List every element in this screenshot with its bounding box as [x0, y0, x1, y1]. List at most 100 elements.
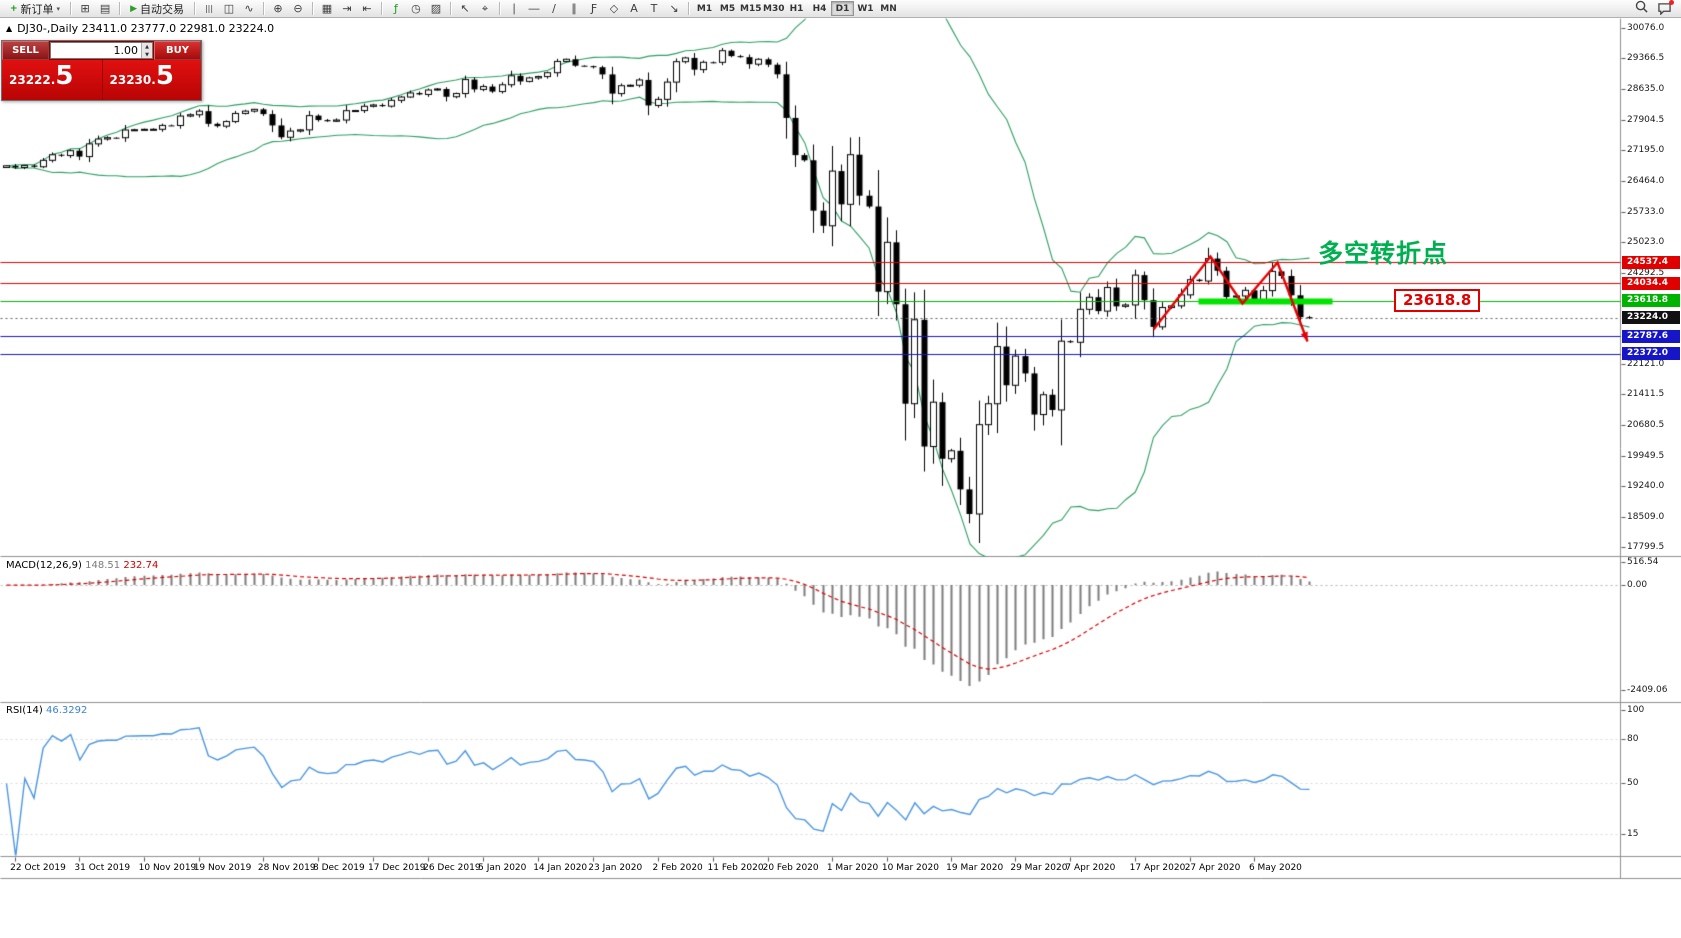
up-triangle-icon: ▲	[6, 24, 13, 33]
buy-button[interactable]: BUY	[154, 41, 201, 60]
zoom-in-icon[interactable]: ⊕	[273, 1, 283, 15]
periods-icon[interactable]: ◷	[411, 1, 421, 15]
date-label: 19 Nov 2019	[193, 863, 252, 873]
toolbar-separator	[449, 2, 451, 15]
templates-icon[interactable]: ▨	[430, 1, 442, 15]
arrows-icon[interactable]: ↘	[669, 1, 679, 15]
price-tag: 24034.4	[1622, 276, 1680, 290]
timeframe-h4[interactable]: H4	[808, 1, 831, 16]
line-chart-icon[interactable]: ∿	[244, 1, 254, 15]
price-tick-label: 25733.0	[1627, 206, 1665, 217]
vertical-line-icon[interactable]: ∣	[511, 1, 517, 15]
date-label: 10 Nov 2019	[138, 863, 197, 873]
date-label: 5 Jan 2020	[478, 863, 527, 873]
rsi-scale-tick: 50	[1627, 778, 1639, 788]
tile-windows-icon[interactable]: ▦	[321, 1, 333, 15]
label-icon[interactable]: T	[650, 1, 658, 15]
caret-down-icon: ▾	[56, 4, 61, 13]
charts-grid-icon[interactable]: ⊞	[80, 1, 90, 15]
toolbar-right-groups	[1633, 0, 1677, 18]
date-label: 26 Dec 2019	[423, 863, 481, 873]
date-label: 19 Mar 2020	[946, 863, 1004, 873]
chart-ohlc-info: ▲ DJ30-,Daily 23411.0 23777.0 22981.0 23…	[6, 22, 274, 35]
level-price-label: 23618.8	[1394, 289, 1481, 312]
profiles-icon[interactable]: ▤	[99, 1, 111, 15]
timeframe-m1[interactable]: M1	[693, 1, 716, 16]
price-tick-label: 25023.0	[1627, 236, 1665, 247]
price-tick-label: 19240.0	[1627, 481, 1665, 492]
indicators-icon[interactable]: ƒ	[394, 1, 398, 15]
sell-button[interactable]: SELL	[2, 41, 49, 60]
date-label: 23 Jan 2020	[588, 863, 643, 873]
volume-field[interactable]: ▲ ▼	[50, 42, 153, 59]
candlestick-icon[interactable]: ◫	[223, 1, 235, 15]
timeframe-mn[interactable]: MN	[877, 1, 900, 16]
date-label: 6 May 2020	[1248, 863, 1302, 873]
new-order-button-label: 新订单	[20, 2, 54, 16]
date-label: 11 Feb 2020	[707, 863, 764, 873]
trendline-icon[interactable]: ∕	[552, 1, 556, 15]
date-label: 29 Mar 2020	[1010, 863, 1068, 873]
rsi-scale-tick: 80	[1627, 734, 1639, 745]
price-tag: 22372.0	[1622, 347, 1680, 361]
cursor-icon[interactable]: ↖	[460, 1, 470, 15]
toolbar-left-groups: + 新订单 ▾ ⊞ ▤ ▶ 自动交易 ||| ◫ ∿ ⊕ ⊖ ▦ ⇥ ⇤ ƒ ◷ ▨ ↖ ⌖ ∣ ― ∕ ∥ Ƒ ◇ A T ↘ M1 M5…	[4, 0, 900, 17]
text-icon[interactable]: A	[630, 1, 638, 15]
chat-icon[interactable]	[1656, 0, 1674, 16]
notification-dot	[1669, 0, 1674, 5]
volume-up-button[interactable]: ▲	[145, 44, 149, 50]
crosshair-icon[interactable]: ⌖	[481, 1, 489, 15]
price-tick-label: 18509.0	[1627, 512, 1665, 522]
macd-scale-tick: -2409.06	[1627, 685, 1668, 695]
date-label: 20 Feb 2020	[762, 863, 819, 873]
macd-main-value: 148.51	[85, 560, 121, 571]
autotrade-button[interactable]: ▶ 自动交易	[124, 1, 190, 17]
price-tag: 23618.8	[1622, 294, 1680, 308]
macd-scale-tick: 516.54	[1627, 557, 1659, 567]
one-click-trading-panel: SELL ▲ ▼ BUY 23222. 5 23230. 5	[1, 40, 202, 101]
trade-panel-prices: 23222. 5 23230. 5	[2, 60, 201, 100]
shapes-icon[interactable]: ◇	[609, 1, 619, 15]
timeframe-d1[interactable]: D1	[830, 1, 854, 16]
auto-scroll-icon[interactable]: ⇥	[342, 1, 352, 15]
timeframe-w1[interactable]: W1	[854, 1, 877, 16]
toolbar-separator	[193, 2, 195, 15]
new-order-button[interactable]: + 新订单 ▾	[4, 1, 66, 17]
price-tag: 24537.4	[1622, 255, 1680, 269]
date-label: 27 Apr 2020	[1184, 863, 1241, 873]
volume-spinner: ▲ ▼	[141, 43, 152, 58]
sell-price[interactable]: 23222. 5	[2, 60, 102, 100]
macd-scale-tick: 0.00	[1627, 579, 1648, 590]
timeframe-m5[interactable]: M5	[716, 1, 739, 16]
autotrade-button-icon: ▶	[130, 3, 137, 14]
fibonacci-icon[interactable]: Ƒ	[590, 1, 598, 15]
price-tick-label: 22121.0	[1627, 359, 1665, 370]
volume-down-button[interactable]: ▼	[145, 52, 149, 58]
rsi-pane-label: RSI(14) 46.3292	[6, 705, 87, 716]
sell-price-big: 5	[55, 61, 74, 91]
toolbar-separator	[687, 2, 689, 15]
date-label: 22 Oct 2019	[10, 863, 66, 873]
timeframe-m30[interactable]: M30	[762, 1, 785, 16]
chart-shift-icon[interactable]: ⇤	[362, 1, 372, 15]
volume-input[interactable]	[51, 43, 141, 58]
macd-name: MACD(12,26,9)	[6, 560, 82, 571]
price-tick-label: 17799.5	[1627, 542, 1665, 552]
bar-chart-icon[interactable]: |||	[204, 3, 214, 13]
zoom-out-icon[interactable]: ⊖	[293, 1, 303, 15]
rsi-scale-tick: 15	[1627, 829, 1639, 840]
price-scale[interactable]: 30076.0 29366.5 28635.0 27904.5 27195.0 26464…	[1621, 0, 1681, 938]
date-label: 7 Apr 2020	[1065, 863, 1116, 873]
buy-price[interactable]: 23230. 5	[101, 60, 202, 100]
timeframe-m15[interactable]: M15	[739, 1, 762, 16]
time-axis[interactable]: 22 Oct 2019 31 Oct 2019 10 Nov 2019 19 Nov …	[0, 856, 1620, 878]
price-tick-label: 19949.5	[1627, 451, 1665, 462]
search-icon[interactable]	[1633, 0, 1649, 18]
horizontal-line-icon[interactable]: ―	[528, 1, 540, 15]
symbol-ohlc-text: DJ30-,Daily 23411.0 23777.0 22981.0 2322…	[17, 22, 275, 35]
toolbar-separator	[498, 2, 500, 15]
channel-icon[interactable]: ∥	[571, 1, 577, 15]
timeframe-h1[interactable]: H1	[785, 1, 808, 16]
